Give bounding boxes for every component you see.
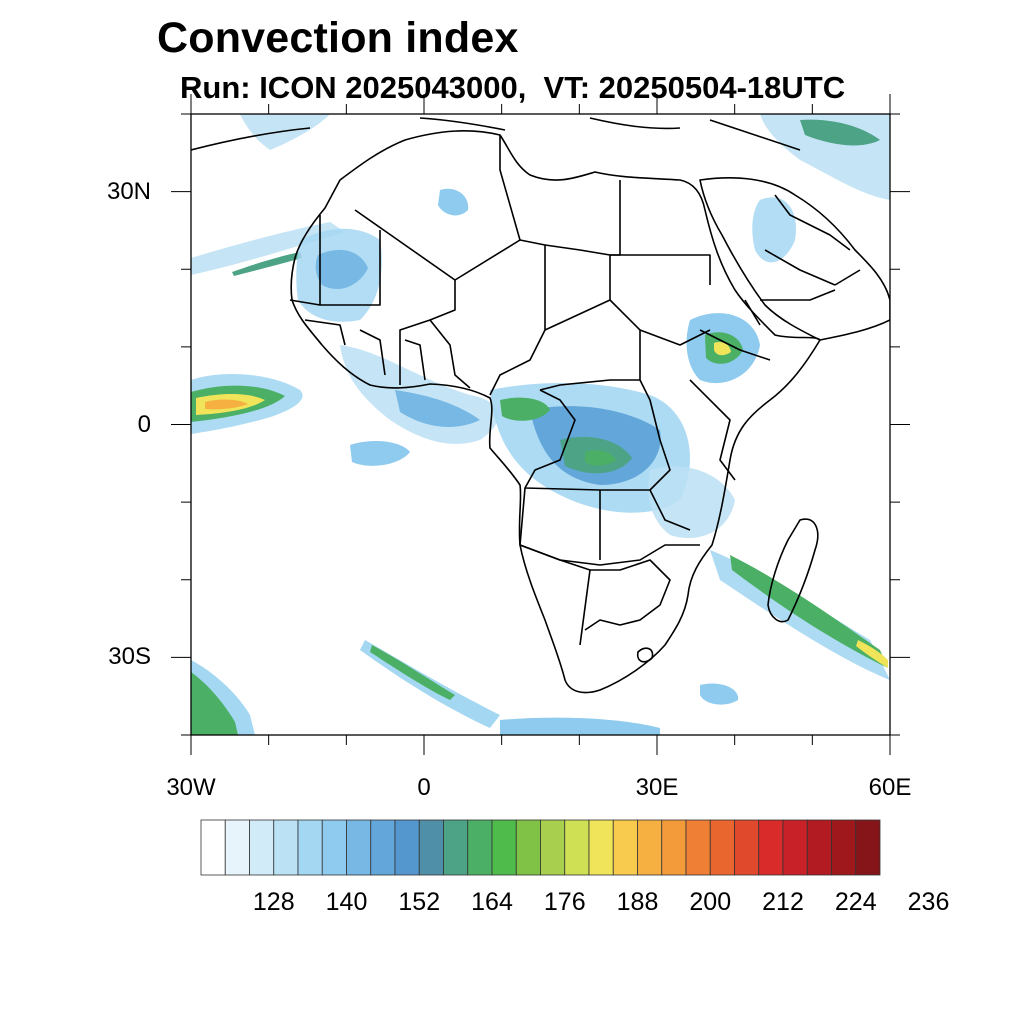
- africa-outline: [290, 130, 821, 694]
- colorbar-swatch: [418, 819, 444, 876]
- plot-subtitle: Run: ICON 2025043000, VT: 20250504-18UTC: [180, 70, 846, 105]
- south-streak-bottom: [500, 717, 660, 735]
- colorbar-swatch: [564, 819, 590, 876]
- plot-title: Convection index: [157, 14, 519, 62]
- colorbar-swatch: [685, 819, 711, 876]
- southeast-cluster: [700, 683, 739, 705]
- y-axis-label: 30S: [108, 643, 151, 671]
- colorbar: [200, 819, 881, 876]
- y-axis-label: 30N: [106, 177, 151, 205]
- colorbar-swatch: [637, 819, 663, 876]
- colorbar-swatch: [782, 819, 808, 876]
- colorbar-label: 152: [398, 888, 441, 916]
- colorbar-swatch: [734, 819, 760, 876]
- arabia-outline: [699, 177, 890, 341]
- indian-ocean-streak-core: [730, 555, 888, 668]
- axis-ticks: [171, 94, 910, 755]
- colorbar-label: 236: [907, 888, 950, 916]
- madagascar-outline: [767, 518, 819, 623]
- x-axis-label: 30E: [635, 774, 679, 801]
- gulf-of-guinea-core: [395, 390, 480, 427]
- colorbar-swatch: [588, 819, 614, 876]
- colorbar-swatch: [394, 819, 420, 876]
- x-axis-label: 0: [417, 774, 431, 801]
- atlantic-cluster: [350, 440, 410, 466]
- sahara-cluster: [438, 188, 469, 216]
- colorbar-swatch: [346, 819, 372, 876]
- border-4: [499, 135, 711, 285]
- border-9: [689, 299, 771, 481]
- subtropical-streak-core: [232, 252, 302, 276]
- colorbar-label: 200: [689, 888, 732, 916]
- colorbar-swatch: [200, 819, 226, 876]
- colorbar-label: 212: [762, 888, 804, 916]
- border-5: [489, 299, 711, 396]
- indian-ocean-streak-peak: [856, 640, 888, 668]
- border-10: [289, 299, 426, 381]
- colorbar-swatch: [467, 819, 493, 876]
- colorbar-swatch: [515, 819, 541, 876]
- west-africa-convection-core: [315, 249, 368, 289]
- southwest-corner-core: [191, 672, 238, 735]
- colorbar-swatch: [491, 819, 517, 876]
- ne-corner-core: [800, 119, 880, 146]
- east-africa-convection: [648, 466, 735, 539]
- colorbar-label: 164: [471, 888, 513, 916]
- x-axis-label: 30W: [166, 774, 216, 801]
- itcz-atlantic-peak2: [205, 399, 248, 410]
- colorbar-swatch: [370, 819, 396, 876]
- colorbar-swatch: [224, 819, 250, 876]
- colorbar-label: 224: [834, 888, 877, 916]
- colorbar-swatch: [249, 819, 275, 876]
- north-streak: [240, 114, 330, 150]
- colorbar-swatch: [709, 819, 735, 876]
- colorbar-swatch: [855, 819, 881, 876]
- border-2: [319, 215, 381, 306]
- colorbar-swatch: [612, 819, 638, 876]
- colorbar-swatch: [758, 819, 784, 876]
- congo-convection-peak: [585, 450, 616, 466]
- border-11: [760, 194, 861, 301]
- colorbar-label: 128: [252, 888, 295, 916]
- africa-coastline: [191, 117, 890, 694]
- y-axis-label: 0: [137, 410, 151, 438]
- colorbar-swatch: [661, 819, 687, 876]
- border-3: [399, 280, 471, 389]
- colorbar-swatch: [831, 819, 857, 876]
- colorbar-swatch: [540, 819, 566, 876]
- convection-field: [191, 114, 890, 735]
- arabia-convection: [752, 197, 796, 263]
- colorbar-label: 188: [616, 888, 659, 916]
- gabon-cluster: [500, 397, 550, 421]
- x-axis-label: 60E: [868, 774, 912, 801]
- colorbar-swatch: [806, 819, 832, 876]
- colorbar-swatch: [321, 819, 347, 876]
- subtropical-streak-north: [191, 222, 345, 275]
- border-8: [519, 544, 671, 646]
- colorbar-label: 176: [543, 888, 586, 916]
- ethiopia-peak: [714, 342, 731, 356]
- colorbar-swatch: [297, 819, 323, 876]
- south-atlantic-streak-core: [370, 645, 455, 700]
- colorbar-label: 140: [325, 888, 368, 916]
- lesotho: [636, 647, 654, 663]
- colorbar-swatch: [273, 819, 299, 876]
- border-6: [524, 379, 671, 491]
- colorbar-swatch: [443, 819, 469, 876]
- border-1: [354, 180, 621, 331]
- mediterranean-north: [191, 117, 801, 151]
